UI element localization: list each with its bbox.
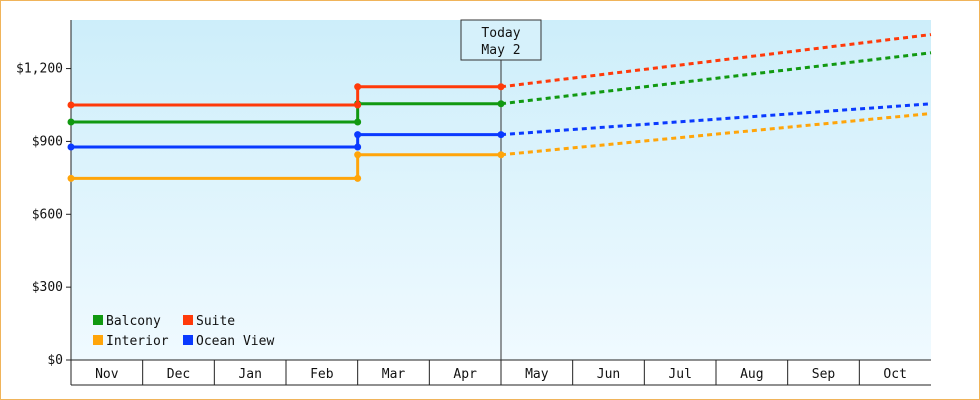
series-forecast-suite [500, 33, 932, 89]
series-suite [67, 33, 932, 109]
legend-item-balcony: Balcony [93, 314, 161, 329]
data-point[interactable] [354, 101, 362, 109]
x-tick-label: Mar [382, 367, 406, 382]
legend-item-interior: Interior [93, 334, 169, 349]
data-point[interactable] [354, 131, 362, 139]
data-point[interactable] [354, 174, 362, 182]
series-line-ocean-view [71, 133, 501, 149]
x-tick-label: Jul [668, 367, 691, 382]
y-tick-label: $0 [47, 353, 63, 368]
legend-swatch [93, 315, 103, 325]
x-tick-label: Jun [597, 367, 620, 382]
x-axis: Nov Dec Jan Feb Mar Apr May Jun Jul Aug Sep Oct [71, 359, 931, 386]
y-tick-label: $300 [32, 280, 63, 295]
data-point[interactable] [67, 143, 75, 151]
x-tick-label: May [525, 367, 549, 382]
data-point[interactable] [67, 174, 75, 182]
legend-swatch [183, 315, 193, 325]
x-tick-label: Oct [883, 367, 906, 382]
series-ocean-view [67, 102, 932, 151]
data-point[interactable] [67, 118, 75, 126]
data-point[interactable] [354, 83, 362, 91]
legend-item-suite: Suite [183, 314, 235, 329]
x-tick-label: Jan [238, 367, 261, 382]
x-tick-label: Sep [812, 367, 836, 382]
today-date-label: May 2 [481, 43, 520, 58]
legend-label: Suite [196, 314, 235, 329]
y-tick-label: $600 [32, 207, 63, 222]
legend-label: Interior [106, 334, 169, 349]
today-label: Today [481, 26, 520, 41]
data-point[interactable] [67, 101, 75, 109]
data-point[interactable] [497, 131, 505, 139]
legend-item-ocean-view: Ocean View [183, 334, 274, 349]
series-interior [67, 112, 932, 182]
legend-swatch [183, 335, 193, 345]
x-tick-label: Nov [95, 367, 119, 382]
data-point[interactable] [497, 83, 505, 91]
legend-label: Ocean View [196, 334, 274, 349]
series-forecast-balcony [500, 51, 932, 106]
x-tick-label: Dec [167, 367, 190, 382]
data-point[interactable] [497, 100, 505, 108]
legend-label: Balcony [106, 314, 161, 329]
data-point[interactable] [354, 118, 362, 126]
legend: Balcony Suite Interior Ocean View [93, 314, 274, 349]
data-point[interactable] [354, 143, 362, 151]
series-line-balcony [71, 102, 501, 124]
today-marker: Today May 2 [460, 19, 542, 360]
legend-swatch [93, 335, 103, 345]
x-tick-label: Apr [453, 367, 477, 382]
x-tick-label: Feb [310, 367, 334, 382]
series-line-interior [71, 153, 501, 180]
data-point[interactable] [354, 151, 362, 159]
y-tick-label: $900 [32, 134, 63, 149]
series-layer [67, 33, 932, 182]
series-line-suite [71, 85, 501, 107]
data-point[interactable] [497, 151, 505, 159]
y-axis: $0 $300 $600 $900 $1,200 [16, 20, 72, 385]
today-box [460, 19, 542, 61]
y-tick-label: $1,200 [16, 62, 63, 77]
x-tick-label: Aug [740, 367, 763, 382]
